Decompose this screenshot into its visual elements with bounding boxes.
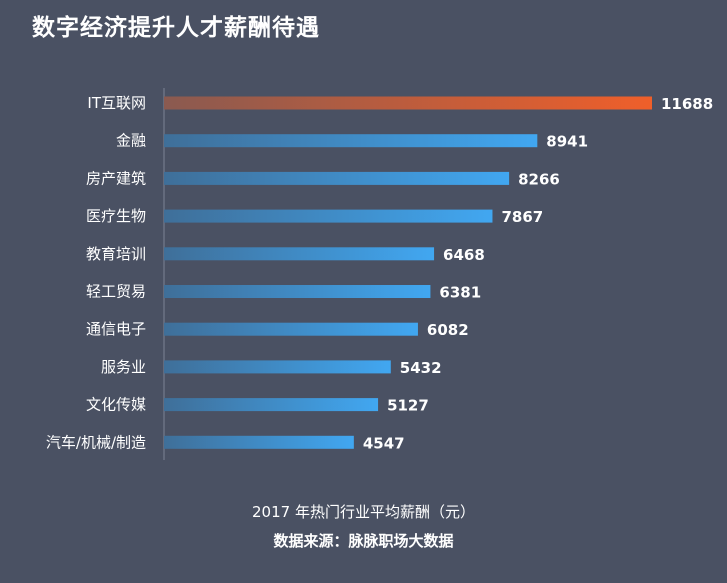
data-source: 数据来源：脉脉职场大数据 xyxy=(273,532,454,550)
value-label: 11688 xyxy=(661,95,713,113)
chart-caption: 2017 年热门行业平均薪酬（元） xyxy=(252,503,475,521)
bar xyxy=(164,360,391,374)
bar xyxy=(164,398,379,412)
value-label: 4547 xyxy=(363,434,405,452)
value-label: 8266 xyxy=(518,170,560,188)
category-label: 服务业 xyxy=(101,358,146,376)
category-label: 金融 xyxy=(116,132,146,150)
category-label: IT互联网 xyxy=(87,94,146,112)
value-label: 8941 xyxy=(546,133,588,151)
bar xyxy=(164,322,418,336)
category-label: 房产建筑 xyxy=(86,169,146,187)
value-label: 6468 xyxy=(443,246,485,264)
bar xyxy=(164,134,538,148)
category-label: 通信电子 xyxy=(86,320,146,338)
bar xyxy=(164,209,493,223)
bar xyxy=(164,435,354,449)
bar xyxy=(164,285,431,298)
chart-title: 数字经济提升人才薪酬待遇 xyxy=(32,15,320,41)
value-label: 6381 xyxy=(439,284,481,302)
bar xyxy=(164,171,510,185)
value-label: 6082 xyxy=(427,321,469,339)
bar xyxy=(164,247,435,261)
category-label: 轻工贸易 xyxy=(86,283,146,301)
category-label: 汽车/机械/制造 xyxy=(46,433,146,451)
value-label: 5432 xyxy=(400,359,442,377)
bar xyxy=(164,96,652,110)
value-label: 7867 xyxy=(501,208,543,226)
category-label: 文化传媒 xyxy=(86,396,146,414)
category-label: 教育培训 xyxy=(86,245,146,263)
category-label: 医疗生物 xyxy=(86,207,146,225)
value-label: 5127 xyxy=(387,397,429,415)
